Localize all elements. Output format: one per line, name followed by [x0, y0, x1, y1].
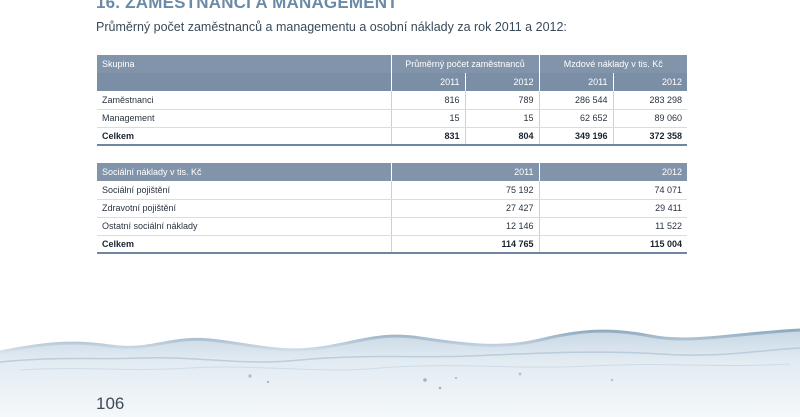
- total-value: 114 765: [391, 235, 540, 254]
- total-value: 804: [465, 127, 540, 146]
- cell-value: 816: [391, 91, 466, 110]
- table-total-row: Celkem 114 765 115 004: [97, 235, 687, 254]
- cell-value: 12 146: [391, 217, 540, 236]
- column-header-social-costs: Sociální náklady v tis. Kč: [97, 163, 392, 181]
- column-header-avg-employees: Průměrný počet zaměstnanců: [391, 55, 540, 73]
- cell-value: 15: [465, 109, 540, 128]
- year-header: 2011: [391, 163, 540, 181]
- employees-table: Skupina Průměrný počet zaměstnanců Mzdov…: [97, 55, 687, 146]
- cell-value: 75 192: [391, 181, 540, 200]
- cell-value: 62 652: [539, 109, 614, 128]
- row-label: Ostatní sociální náklady: [97, 217, 392, 236]
- intro-text: Průměrný počet zaměstnanců a managementu…: [96, 20, 567, 34]
- water-wave-decoration: [0, 328, 800, 417]
- table-row: Sociální pojištění 75 192 74 071: [97, 181, 687, 200]
- year-header: 2012: [539, 163, 687, 181]
- section-heading: 16. ZAMĚSTNANCI A MANAGEMENT: [96, 0, 398, 12]
- table-row: Zaměstnanci 816 789 286 544 283 298: [97, 91, 687, 110]
- cell-value: 789: [465, 91, 540, 110]
- column-header-group: Skupina: [97, 55, 392, 73]
- social-costs-table: Sociální náklady v tis. Kč 2011 2012 Soc…: [97, 163, 687, 254]
- cell-value: 29 411: [539, 199, 687, 218]
- cell-value: 27 427: [391, 199, 540, 218]
- row-label: Zaměstnanci: [97, 91, 392, 110]
- row-label: Zdravotní pojištění: [97, 199, 392, 218]
- table-row: Management 15 15 62 652 89 060: [97, 109, 687, 128]
- row-label: Management: [97, 109, 392, 128]
- page-number: 106: [96, 394, 125, 413]
- table-row: Zdravotní pojištění 27 427 29 411: [97, 199, 687, 218]
- table-header-row: Sociální náklady v tis. Kč 2011 2012: [97, 163, 687, 181]
- year-header: 2011: [391, 73, 466, 91]
- cell-value: 283 298: [613, 91, 687, 110]
- column-header-wage-costs: Mzdové náklady v tis. Kč: [539, 55, 687, 73]
- table-row: Ostatní sociální náklady 12 146 11 522: [97, 217, 687, 236]
- cell-value: 286 544: [539, 91, 614, 110]
- total-value: 349 196: [539, 127, 614, 146]
- total-label: Celkem: [97, 235, 392, 254]
- table-year-row: 2011 2012 2011 2012: [97, 73, 687, 91]
- year-header: 2011: [539, 73, 614, 91]
- cell-value: 11 522: [539, 217, 687, 236]
- total-label: Celkem: [97, 127, 392, 146]
- total-value: 115 004: [539, 235, 687, 254]
- table-total-row: Celkem 831 804 349 196 372 358: [97, 127, 687, 146]
- total-value: 831: [391, 127, 466, 146]
- table-header-row: Skupina Průměrný počet zaměstnanců Mzdov…: [97, 55, 687, 73]
- year-header: 2012: [613, 73, 687, 91]
- row-label: Sociální pojištění: [97, 181, 392, 200]
- year-header-blank: [97, 73, 392, 91]
- total-value: 372 358: [613, 127, 687, 146]
- cell-value: 89 060: [613, 109, 687, 128]
- cell-value: 74 071: [539, 181, 687, 200]
- year-header: 2012: [465, 73, 540, 91]
- cell-value: 15: [391, 109, 466, 128]
